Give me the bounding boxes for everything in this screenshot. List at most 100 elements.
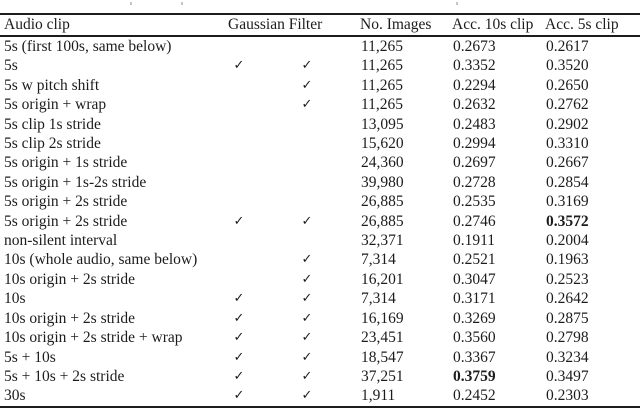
filter-check-mark: ✓ <box>301 310 313 326</box>
col-header-gaussian-filter: Gaussian Filter <box>224 14 360 37</box>
filter-check-mark: ✓ <box>301 77 313 93</box>
filter-check-mark: ✓ <box>301 58 313 74</box>
no-images-value: 13,095 <box>361 115 404 133</box>
table-header-row: Audio clip Gaussian Filter No. Images Ac… <box>0 14 640 37</box>
no-images-value: 32,371 <box>361 232 404 250</box>
table-row: 5s + 10s ✓ ✓ 18,547 0.3367 0.3234 <box>0 348 640 367</box>
cropped-caption-artifact <box>456 2 458 5</box>
audio-clip-label: 5s <box>4 57 18 75</box>
table-row: 5s origin + 2s stride ✓ ✓ 26,885 0.2746 0.357… <box>0 212 640 231</box>
gaussian-check-mark <box>224 95 254 114</box>
acc-5s-value: 0.3520 <box>546 57 589 75</box>
audio-clip-label: 5s origin + 2s stride <box>4 212 128 230</box>
acc-10s-value: 0.2483 <box>453 115 496 133</box>
table-row: 5s origin + 1s-2s stride 39,980 0.2728 0.28… <box>0 173 640 192</box>
table-row: 5s origin + wrap ✓ 11,265 0.2632 0.2762 <box>0 95 640 114</box>
table-row: 5s origin + 1s stride 24,360 0.2697 0.2667 <box>0 153 640 172</box>
acc-5s-value: 0.2854 <box>546 173 589 191</box>
acc-10s-value: 0.2728 <box>453 173 496 191</box>
filter-check-mark: ✓ <box>301 291 313 307</box>
table-row: 10s origin + 2s stride ✓ ✓ 16,169 0.3269 0.28… <box>0 309 640 328</box>
no-images-value: 7,314 <box>361 290 396 308</box>
audio-clip-label: 10s (whole audio, same below) <box>4 251 198 269</box>
acc-10s-value: 0.3269 <box>453 309 496 327</box>
no-images-value: 16,201 <box>361 270 404 288</box>
acc-5s-value: 0.2902 <box>546 115 589 133</box>
no-images-value: 23,451 <box>361 329 404 347</box>
col-header-acc-10s-clip: Acc. 10s clip <box>452 14 545 37</box>
filter-check-mark: ✓ <box>301 388 313 404</box>
filter-check-mark <box>254 115 360 134</box>
audio-clip-label: 10s origin + 2s stride + wrap <box>4 329 183 347</box>
no-images-value: 39,980 <box>361 173 404 191</box>
acc-10s-value: 0.2452 <box>453 387 496 405</box>
gaussian-check-mark: ✓ <box>233 58 245 74</box>
filter-check-mark <box>254 173 360 192</box>
filter-check-mark <box>254 192 360 211</box>
filter-check-mark: ✓ <box>301 368 313 384</box>
acc-10s-value: 0.3560 <box>453 329 496 347</box>
audio-clip-label: 5s origin + 1s stride <box>4 154 128 172</box>
acc-5s-value: 0.2004 <box>546 232 589 250</box>
no-images-value: 1,911 <box>361 387 396 405</box>
no-images-value: 24,360 <box>361 154 404 172</box>
gaussian-check-mark: ✓ <box>233 310 245 326</box>
gaussian-check-mark <box>224 192 254 211</box>
table-row: 5s origin + 2s stride 26,885 0.2535 0.3169 <box>0 192 640 211</box>
acc-5s-value: 0.2798 <box>546 329 589 347</box>
table-row: non-silent interval 32,371 0.1911 0.2004 <box>0 231 640 250</box>
acc-10s-value: 0.2521 <box>453 251 496 269</box>
table-row: 5s (first 100s, same below) 11,265 0.2673 0… <box>0 36 640 56</box>
acc-10s-value: 0.2535 <box>453 193 496 211</box>
acc-10s-value: 0.3352 <box>453 57 496 75</box>
audio-clip-label: 5s origin + 1s-2s stride <box>4 173 147 191</box>
acc-5s-value: 0.1963 <box>546 251 589 269</box>
table-row: 5s ✓ ✓ 11,265 0.3352 0.3520 <box>0 56 640 75</box>
no-images-value: 11,265 <box>361 57 404 75</box>
acc-10s-value: 0.2746 <box>453 212 496 230</box>
filter-check-mark: ✓ <box>301 271 313 287</box>
gaussian-check-mark <box>224 270 254 289</box>
no-images-value: 37,251 <box>361 367 404 385</box>
results-table: Audio clip Gaussian Filter No. Images Ac… <box>0 13 640 408</box>
col-header-audio-clip: Audio clip <box>0 14 224 37</box>
acc-10s-value: 0.2673 <box>453 38 496 55</box>
table-row: 5s w pitch shift ✓ 11,265 0.2294 0.2650 <box>0 76 640 95</box>
acc-10s-value: 0.3171 <box>453 290 496 308</box>
audio-clip-label: 30s <box>4 387 26 405</box>
acc-10s-value: 0.2697 <box>453 154 496 172</box>
audio-clip-label: 5s clip 2s stride <box>4 135 101 153</box>
table-row: 10s ✓ ✓ 7,314 0.3171 0.2642 <box>0 289 640 308</box>
no-images-value: 7,314 <box>361 251 396 269</box>
table-row: 10s origin + 2s stride + wrap ✓ ✓ 23,451 0.3… <box>0 328 640 347</box>
acc-5s-value: 0.2875 <box>546 309 589 327</box>
gaussian-check-mark <box>224 36 254 56</box>
acc-5s-value: 0.3310 <box>546 135 589 153</box>
no-images-value: 18,547 <box>361 348 404 366</box>
filter-check-mark: ✓ <box>301 97 313 113</box>
acc-5s-value: 0.2617 <box>546 38 589 55</box>
no-images-value: 11,265 <box>361 76 404 94</box>
filter-check-mark <box>254 134 360 153</box>
no-images-value: 15,620 <box>361 135 404 153</box>
acc-5s-value: 0.2303 <box>546 387 589 405</box>
acc-5s-value: 0.3497 <box>546 367 589 385</box>
audio-clip-label: 5s origin + wrap <box>4 96 107 114</box>
filter-check-mark: ✓ <box>301 213 313 229</box>
audio-clip-label: 5s + 10s <box>4 348 56 366</box>
acc-5s-value: 0.3572 <box>546 212 589 230</box>
audio-clip-label: 5s clip 1s stride <box>4 115 101 133</box>
acc-10s-value: 0.3759 <box>453 367 496 385</box>
acc-5s-value: 0.3234 <box>546 348 589 366</box>
acc-5s-value: 0.2762 <box>546 96 589 114</box>
acc-10s-value: 0.3047 <box>453 270 496 288</box>
filter-check-mark <box>254 36 360 56</box>
gaussian-check-mark <box>224 231 254 250</box>
gaussian-check-mark <box>224 134 254 153</box>
filter-check-mark: ✓ <box>301 349 313 365</box>
gaussian-check-mark: ✓ <box>233 291 245 307</box>
filter-check-mark: ✓ <box>301 330 313 346</box>
acc-10s-value: 0.1911 <box>453 232 496 250</box>
no-images-value: 11,265 <box>361 96 404 114</box>
